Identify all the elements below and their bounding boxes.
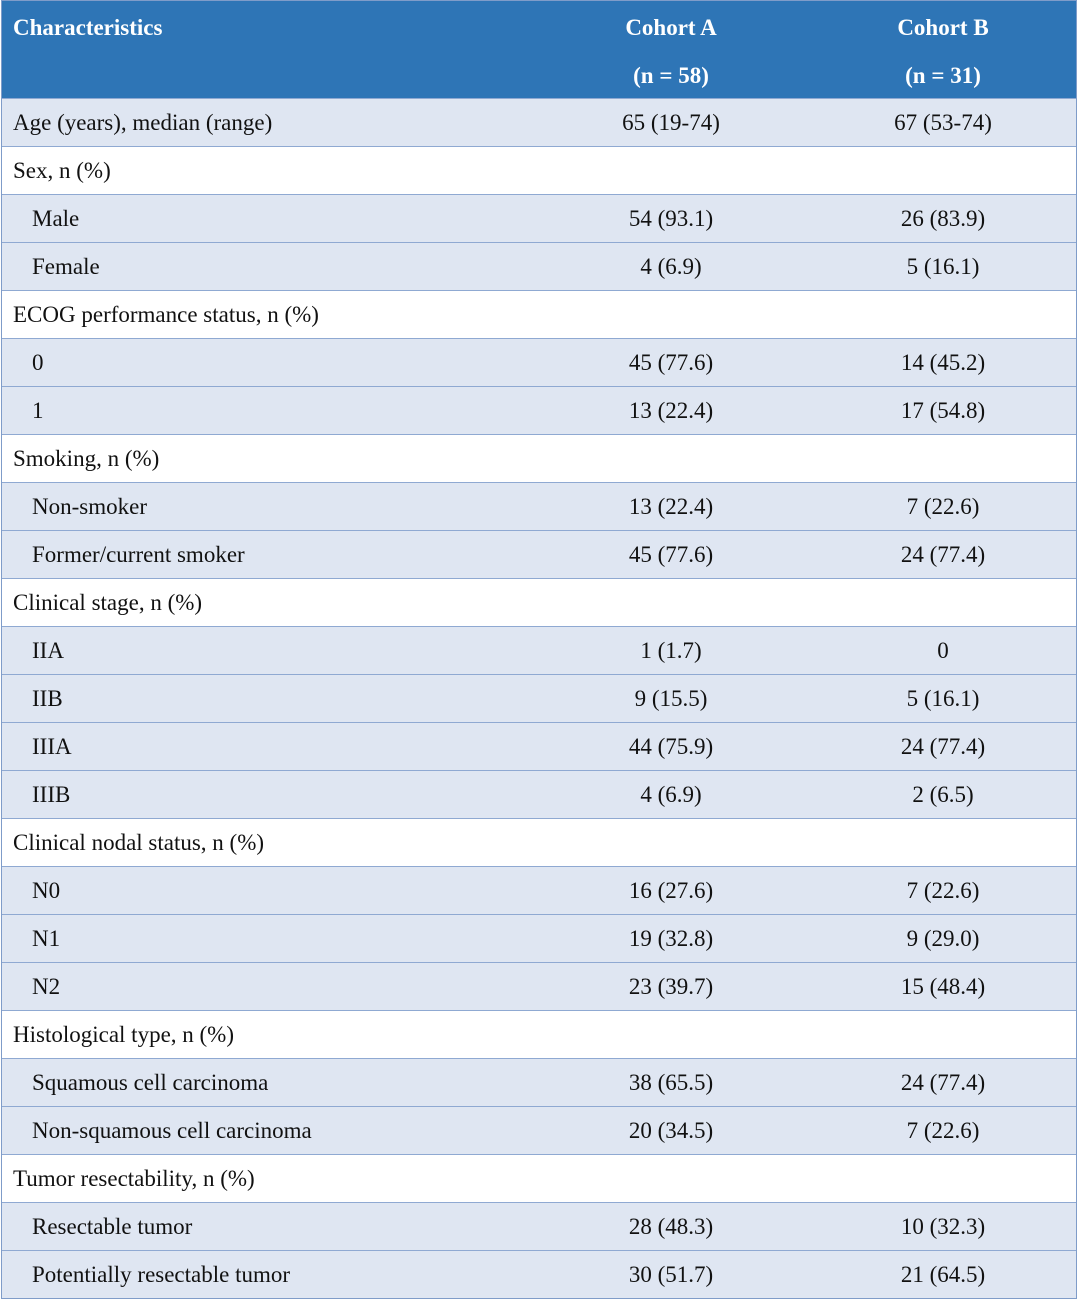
table-row: N1 19 (32.8) 9 (29.0) xyxy=(2,914,1076,962)
row-label: Male xyxy=(32,206,80,231)
cell: 4 (6.9) xyxy=(640,254,702,279)
table-row: Tumor resectability, n (%) xyxy=(2,1154,1076,1202)
cell: 54 (93.1) xyxy=(628,206,714,231)
table-row: Squamous cell carcinoma 38 (65.5) 24 (77.4… xyxy=(2,1058,1076,1106)
table-row: Male 54 (93.1) 26 (83.9) xyxy=(2,194,1076,242)
table-row: Former/current smoker 45 (77.6) 24 (77.4) xyxy=(2,530,1076,578)
table-row: Female 4 (6.9) 5 (16.1) xyxy=(2,242,1076,290)
header-cell: (n = 58) xyxy=(633,63,709,88)
row-label: IIIB xyxy=(32,782,71,807)
cell: 5 (16.1) xyxy=(906,686,980,711)
table-row: IIB 9 (15.5) 5 (16.1) xyxy=(2,674,1076,722)
row-label: Potentially resectable tumor xyxy=(32,1262,291,1287)
row-label: Sex, n (%) xyxy=(13,158,111,183)
cell: 2 (6.5) xyxy=(912,782,974,807)
row-label: N2 xyxy=(32,974,61,999)
row-label: ECOG performance status, n (%) xyxy=(13,302,319,327)
table-row: Potentially resectable tumor 30 (51.7) 21 … xyxy=(2,1250,1076,1298)
table-row: Clinical nodal status, n (%) xyxy=(2,818,1076,866)
cell: 24 (77.4) xyxy=(900,1070,986,1095)
cell: 7 (22.6) xyxy=(906,1118,980,1143)
cell: 9 (15.5) xyxy=(634,686,708,711)
row-label: N1 xyxy=(32,926,61,951)
table-row: Non-squamous cell carcinoma 20 (34.5) 7 (2… xyxy=(2,1106,1076,1154)
table-row: IIIA 44 (75.9) 24 (77.4) xyxy=(2,722,1076,770)
cell: 13 (22.4) xyxy=(628,398,714,423)
table-row: N2 23 (39.7) 15 (48.4) xyxy=(2,962,1076,1010)
table-header: Characteristics Cohort A (n = 58) Cohort… xyxy=(2,1,1076,98)
header-cell: Characteristics xyxy=(13,15,163,40)
cell: 24 (77.4) xyxy=(900,734,986,759)
table-row: N0 16 (27.6) 7 (22.6) xyxy=(2,866,1076,914)
row-label: Resectable tumor xyxy=(32,1214,193,1239)
row-label: Histological type, n (%) xyxy=(13,1022,235,1047)
row-label: Former/current smoker xyxy=(32,542,245,567)
header-cell: Cohort B xyxy=(897,15,989,40)
table-row: Sex, n (%) xyxy=(2,146,1076,194)
cell: 17 (54.8) xyxy=(900,398,986,423)
row-label: Non-smoker xyxy=(32,494,147,519)
cell: 13 (22.4) xyxy=(628,494,714,519)
row-label: Clinical stage, n (%) xyxy=(13,590,203,615)
cell: 15 (48.4) xyxy=(900,974,986,999)
cell: 45 (77.6) xyxy=(628,542,714,567)
row-label: IIA xyxy=(32,638,64,663)
cell: 20 (34.5) xyxy=(628,1118,714,1143)
cell: 4 (6.9) xyxy=(640,782,702,807)
cell: 28 (48.3) xyxy=(628,1214,714,1239)
cell: 65 (19-74) xyxy=(622,110,720,135)
cell: 24 (77.4) xyxy=(900,542,986,567)
cell: 45 (77.6) xyxy=(628,350,714,375)
table-row: IIIB 4 (6.9) 2 (6.5) xyxy=(2,770,1076,818)
cell: 7 (22.6) xyxy=(906,878,980,903)
row-label: Clinical nodal status, n (%) xyxy=(13,830,265,855)
cell: 5 (16.1) xyxy=(906,254,980,279)
cell: 19 (32.8) xyxy=(628,926,714,951)
table-row: Non-smoker 13 (22.4) 7 (22.6) xyxy=(2,482,1076,530)
header-cell: (n = 31) xyxy=(905,63,981,88)
row-label: Female xyxy=(32,254,100,279)
table-row: 0 45 (77.6) 14 (45.2) xyxy=(2,338,1076,386)
cell: 10 (32.3) xyxy=(900,1214,986,1239)
cell: 23 (39.7) xyxy=(628,974,714,999)
row-label: 0 xyxy=(32,350,44,375)
row-label: Smoking, n (%) xyxy=(13,446,160,471)
header-cell: Cohort A xyxy=(625,15,717,40)
cell: 21 (64.5) xyxy=(900,1262,986,1287)
row-label: Non-squamous cell carcinoma xyxy=(32,1118,312,1143)
cell: 14 (45.2) xyxy=(900,350,986,375)
cell: 1 (1.7) xyxy=(640,638,702,663)
table-row: Age (years), median (range) 65 (19-74) 67 … xyxy=(2,98,1076,146)
row-label: Squamous cell carcinoma xyxy=(32,1070,269,1095)
table-row: Smoking, n (%) xyxy=(2,434,1076,482)
row-label: Age (years), median (range) xyxy=(13,110,273,135)
cell: 9 (29.0) xyxy=(906,926,980,951)
cell: 30 (51.7) xyxy=(628,1262,714,1287)
cell: 38 (65.5) xyxy=(628,1070,714,1095)
table-row: ECOG performance status, n (%) xyxy=(2,290,1076,338)
table-row: 1 13 (22.4) 17 (54.8) xyxy=(2,386,1076,434)
cell: 16 (27.6) xyxy=(628,878,714,903)
row-label: 1 xyxy=(32,398,44,423)
row-label: IIB xyxy=(32,686,63,711)
table-row: Clinical stage, n (%) xyxy=(2,578,1076,626)
cell: 26 (83.9) xyxy=(900,206,986,231)
table-row: Histological type, n (%) xyxy=(2,1010,1076,1058)
table-row: Resectable tumor 28 (48.3) 10 (32.3) xyxy=(2,1202,1076,1250)
cell: 7 (22.6) xyxy=(906,494,980,519)
row-label: N0 xyxy=(32,878,61,903)
cell: 67 (53-74) xyxy=(894,110,992,135)
cell: 0 xyxy=(937,638,949,663)
cell: 44 (75.9) xyxy=(628,734,714,759)
table-row: IIA 1 (1.7) 0 xyxy=(2,626,1076,674)
row-label: Tumor resectability, n (%) xyxy=(13,1166,255,1191)
row-label: IIIA xyxy=(32,734,72,759)
